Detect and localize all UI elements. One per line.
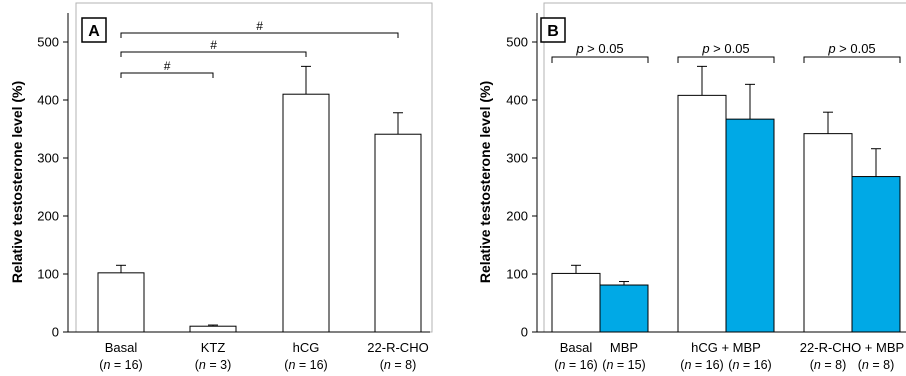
y-axis-label: Relative testosterone level (%) [9,81,25,283]
n-label: (n = 16) [284,358,327,372]
y-tick-label: 100 [506,267,528,282]
n-label: (n = 16) [554,358,597,372]
bar [677,94,727,333]
significance-label: p > 0.05 [575,41,623,56]
n-label: (n = 3) [195,358,232,372]
significance-bracket [677,56,775,63]
bar [725,118,775,333]
category-label: hCG + MBP [691,340,761,355]
panel-letter: A [88,23,100,40]
y-axis-label: Relative testosterone level (%) [477,81,493,283]
comparison-label: # [210,38,217,52]
comparison-bracket [120,51,307,57]
bar [189,325,237,333]
y-tick-label: 100 [37,267,59,282]
n-label: (n = 16) [728,358,771,372]
category-label: hCG [293,340,320,355]
significance-bracket [551,56,649,63]
category-label: KTZ [201,340,226,355]
comparison-bracket [120,32,399,38]
category-label: 22-R-CHO [367,340,428,355]
y-tick-label: 0 [52,325,59,340]
bar [851,176,901,333]
y-tick-label: 400 [37,93,59,108]
bar [551,272,601,333]
bar [599,284,649,333]
category-label: MBP [610,340,638,355]
y-tick-label: 0 [521,325,528,340]
comparison-bracket [120,72,214,78]
panel-a: 0 100 200 300 400 500 Relative testosterone le… [9,2,433,372]
panel-letter: B [547,23,559,40]
n-label: (n = 16) [680,358,723,372]
y-tick-label: 300 [506,151,528,166]
panel-letter-box [81,17,107,43]
panel-letter-box [540,17,566,43]
y-tick-label: 200 [37,209,59,224]
bar [282,93,330,333]
y-tick-label: 200 [506,209,528,224]
n-label: (n = 8) [810,358,847,372]
y-tick-label: 500 [37,35,59,50]
panel-b: 0 100 200 300 400 500 Relative testosterone le… [477,2,906,372]
n-label: (n = 8) [380,358,417,372]
comparison-label: # [164,59,171,73]
category-label: Basal [105,340,138,355]
n-label: (n = 16) [99,358,142,372]
n-label: (n = 15) [602,358,645,372]
y-tick-label: 400 [506,93,528,108]
bar [374,133,422,333]
category-label: 22-R-CHO + MBP [800,340,904,355]
significance-label: p > 0.05 [827,41,875,56]
comparison-label: # [256,19,263,33]
category-label: Basal [560,340,593,355]
y-tick-label: 300 [37,151,59,166]
y-tick-label: 500 [506,35,528,50]
significance-bracket [803,56,901,63]
significance-label: p > 0.05 [701,41,749,56]
bar [97,272,145,333]
n-label: (n = 8) [858,358,895,372]
bar [803,133,853,333]
